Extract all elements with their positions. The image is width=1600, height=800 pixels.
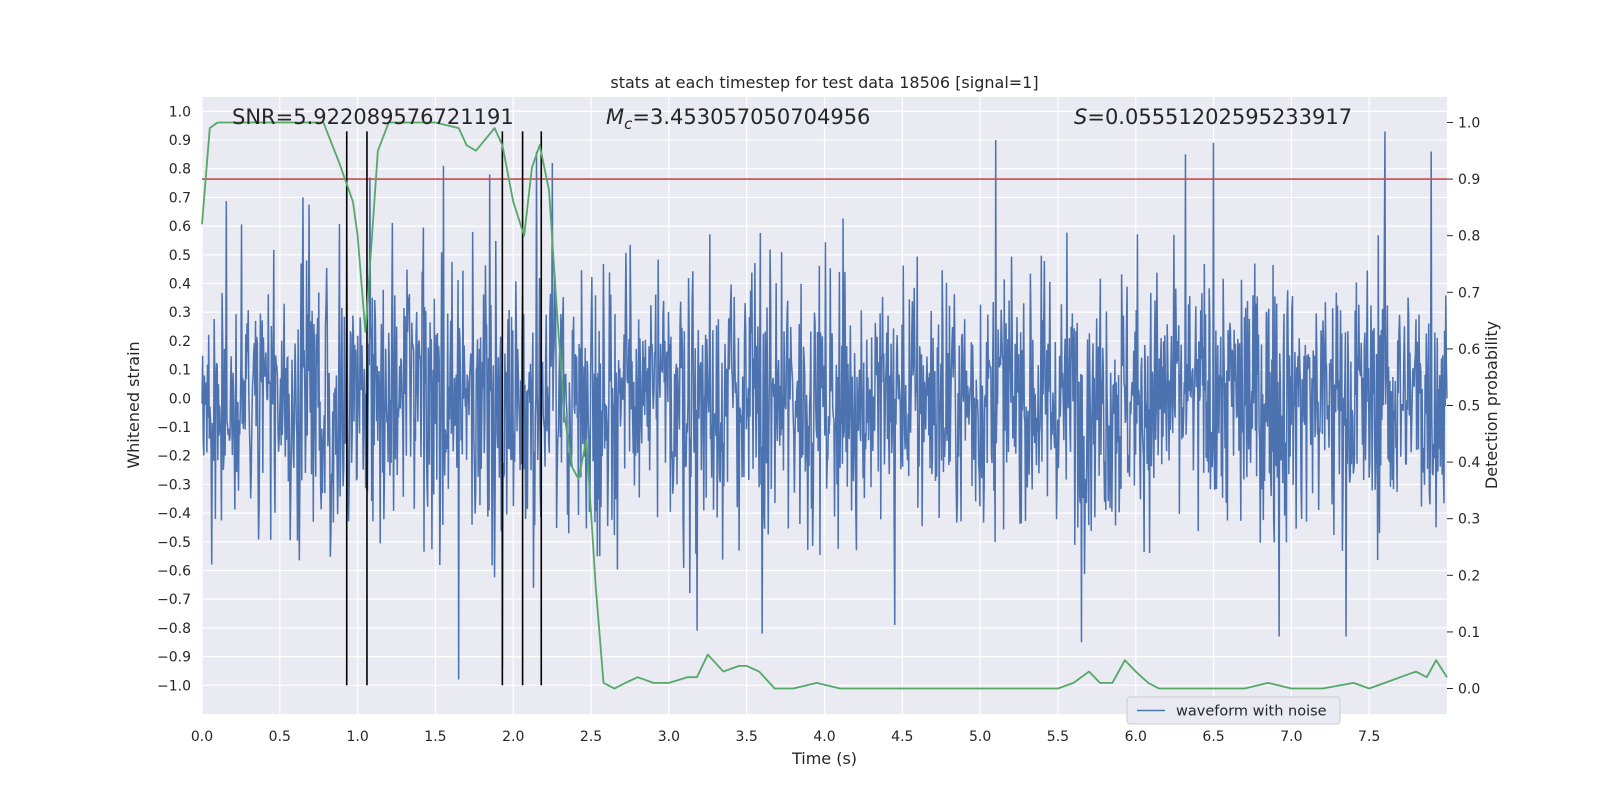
- x-tick-2: 1.0: [346, 729, 368, 745]
- x-tick-10: 5.0: [969, 729, 991, 745]
- x-tick-8: 4.0: [813, 729, 835, 745]
- detection-probability-line: [201, 121, 1448, 690]
- y-tick-1: 0.9: [169, 133, 191, 149]
- y-tick-18: −0.8: [157, 621, 191, 637]
- snr-annotation: SNR=5.922089576721191: [232, 105, 514, 129]
- y-tick-labels: 1.0 0.9 0.8 0.7 0.6 0.5 0.4 0.3 0.2 0.1 0.0 −0.1 −0.…: [157, 104, 191, 694]
- x-tick-3: 1.5: [424, 729, 446, 745]
- y2-tick-2: 0.8: [1458, 229, 1480, 245]
- x-tick-12: 6.0: [1125, 729, 1147, 745]
- x-axis-label: Time (s): [791, 749, 857, 768]
- y2-tick-9: 0.1: [1458, 625, 1480, 641]
- y2-tick-0: 1.0: [1458, 115, 1480, 131]
- x-tick-14: 7.0: [1280, 729, 1302, 745]
- y-axis-label: Whitened strain: [124, 341, 143, 468]
- y2-tick-7: 0.3: [1458, 512, 1480, 528]
- y-tick-16: −0.6: [157, 564, 191, 580]
- y-tick-4: 0.6: [169, 219, 191, 235]
- chirp-mass-annotation: Mc=3.453057050704956: [606, 105, 870, 133]
- x-tick-5: 2.5: [580, 729, 602, 745]
- s-value: =0.05551202595233917: [1087, 105, 1352, 129]
- legend: waveform with noise: [1126, 696, 1341, 725]
- x-tick-11: 5.5: [1047, 729, 1069, 745]
- legend-label-waveform: waveform with noise: [1176, 704, 1327, 720]
- legend-box: [1126, 696, 1341, 725]
- y-tick-17: −0.7: [157, 592, 191, 608]
- x-tick-labels: 0.0 0.5 1.0 1.5 2.0 2.5 3.0 3.5 4.0 4.5 5.0 5.5 6.0 6…: [191, 729, 1380, 745]
- waveform-line: [201, 131, 1448, 680]
- s-symbol: S: [1074, 105, 1087, 129]
- x-tick-9: 4.5: [891, 729, 913, 745]
- y2-tick-6: 0.4: [1458, 455, 1480, 471]
- y2-tick-4: 0.6: [1458, 342, 1480, 358]
- waveform-series: [201, 131, 1448, 680]
- x-tick-7: 3.5: [736, 729, 758, 745]
- y2-tick-10: 0.0: [1458, 682, 1480, 698]
- y-tick-5: 0.5: [169, 248, 191, 264]
- y2-tick-labels: 1.0 0.9 0.8 0.7 0.6 0.5 0.4 0.3 0.2 0.1 0.0: [1447, 115, 1480, 698]
- x-tick-15: 7.5: [1358, 729, 1380, 745]
- y2-tick-3: 0.7: [1458, 285, 1480, 301]
- y2-axis-label: Detection probability: [1482, 321, 1501, 489]
- y-tick-9: 0.1: [169, 363, 191, 379]
- chart-title: stats at each timestep for test data 185…: [610, 73, 1038, 92]
- y-tick-6: 0.4: [169, 277, 191, 293]
- y-tick-14: −0.4: [157, 506, 191, 522]
- y2-tick-8: 0.2: [1458, 568, 1480, 584]
- y-tick-0: 1.0: [169, 104, 191, 120]
- x-tick-6: 3.0: [658, 729, 680, 745]
- y-tick-7: 0.3: [169, 305, 191, 321]
- y-tick-10: 0.0: [169, 391, 191, 407]
- y-tick-11: −0.1: [157, 420, 191, 436]
- s-annotation: S=0.05551202595233917: [1074, 105, 1352, 129]
- y-tick-15: −0.5: [157, 535, 191, 551]
- y-tick-13: −0.3: [157, 477, 191, 493]
- chirp-mass-symbol: M: [606, 105, 624, 129]
- chirp-mass-value: =3.453057050704956: [632, 105, 870, 129]
- y-tick-8: 0.2: [169, 334, 191, 350]
- y-tick-3: 0.7: [169, 190, 191, 206]
- y-tick-12: −0.2: [157, 449, 191, 465]
- overlay-lines: [201, 121, 1448, 690]
- y-tick-20: −1.0: [157, 678, 191, 694]
- y2-tick-1: 0.9: [1458, 172, 1480, 188]
- y-tick-19: −0.9: [157, 650, 191, 666]
- x-tick-1: 0.5: [269, 729, 291, 745]
- x-tick-13: 6.5: [1202, 729, 1224, 745]
- y-tick-2: 0.8: [169, 162, 191, 178]
- chirp-mass-subscript: c: [624, 115, 633, 133]
- x-tick-4: 2.0: [502, 729, 524, 745]
- y2-tick-5: 0.5: [1458, 399, 1480, 415]
- x-tick-0: 0.0: [191, 729, 213, 745]
